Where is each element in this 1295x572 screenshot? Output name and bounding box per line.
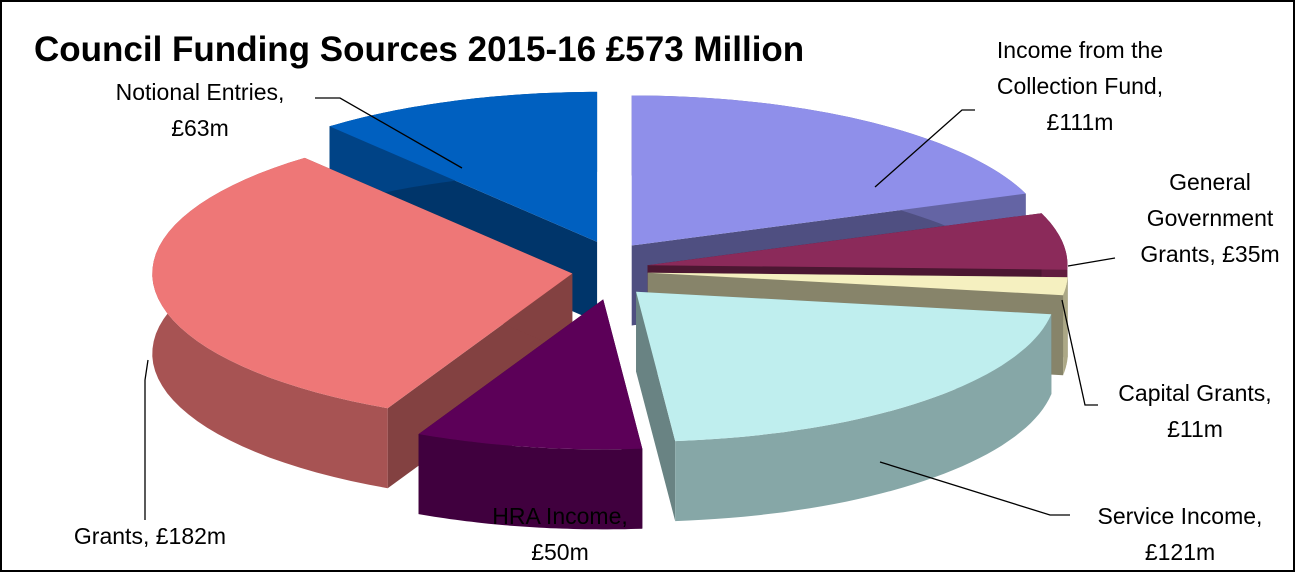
leader-line xyxy=(1061,299,1098,406)
label-value: £182m xyxy=(155,523,227,549)
label-value: £11m xyxy=(1167,416,1223,442)
leader-line xyxy=(1067,257,1116,267)
label-category: HRA Income, xyxy=(492,503,628,529)
label-category: General Government Grants, xyxy=(1140,169,1274,267)
slice xyxy=(418,299,643,450)
label-category: Income from the Collection Fund, xyxy=(996,37,1164,99)
leader-lines xyxy=(144,97,1116,520)
slice xyxy=(647,272,1068,296)
leader-line xyxy=(879,461,1070,516)
label-category: Capital Grants, xyxy=(1118,380,1272,406)
data-label: Grants, £182m xyxy=(20,518,280,554)
slice xyxy=(152,157,573,409)
slice xyxy=(647,213,1068,270)
data-label: HRA Income, £50m xyxy=(470,498,650,570)
label-value: £121m xyxy=(1144,539,1216,565)
data-label: Capital Grants, £11m xyxy=(1095,375,1295,447)
data-label: Service Income, £121m xyxy=(1080,498,1280,570)
data-label: Notional Entries, £63m xyxy=(85,74,315,146)
label-value: £50m xyxy=(531,539,589,565)
pie-slice xyxy=(636,291,1052,522)
label-category: Grants, xyxy=(73,523,150,549)
label-category: Service Income, xyxy=(1097,503,1263,529)
slice-edge xyxy=(418,434,643,530)
slice xyxy=(631,95,1026,246)
data-label: Income from the Collection Fund, £111m xyxy=(970,32,1190,140)
pie-slice xyxy=(418,299,643,530)
label-value: £63m xyxy=(171,115,229,141)
slice-edge xyxy=(1063,277,1068,376)
label-value: £111m xyxy=(1046,109,1114,135)
leader-line xyxy=(874,109,975,188)
leader-line xyxy=(144,359,149,520)
slice-edge xyxy=(675,314,1052,522)
leader-line xyxy=(315,97,463,169)
label-category: Notional Entries, xyxy=(115,79,285,105)
data-label: General Government Grants, £35m xyxy=(1130,164,1290,272)
chart-title: Council Funding Sources 2015-16 £573 Mil… xyxy=(34,30,805,69)
slice xyxy=(636,291,1052,442)
label-value: £35m xyxy=(1222,241,1280,267)
pie-slices xyxy=(152,91,1068,530)
slice-side xyxy=(636,291,676,522)
slice xyxy=(329,91,598,242)
